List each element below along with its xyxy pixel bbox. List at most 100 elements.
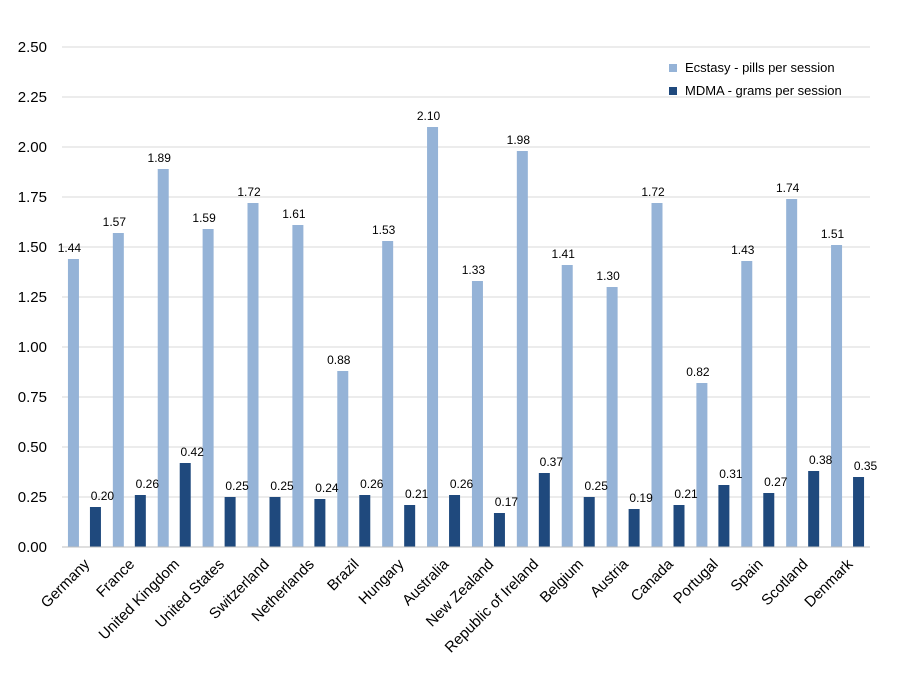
bar-mdma — [134, 495, 146, 547]
legend-label-mdma: MDMA - grams per session — [685, 83, 842, 98]
data-label-mdma: 0.21 — [674, 487, 698, 501]
data-label-ecstasy: 1.30 — [596, 269, 620, 283]
bar-mdma — [89, 507, 101, 547]
y-tick-label: 1.75 — [18, 189, 47, 206]
bar-ecstasy — [831, 245, 843, 547]
bar-ecstasy — [696, 383, 708, 547]
y-tick-label: 2.50 — [18, 39, 47, 56]
bar-mdma — [808, 471, 820, 547]
bar-ecstasy — [67, 259, 79, 547]
bar-mdma — [404, 505, 416, 547]
data-label-ecstasy: 1.33 — [462, 263, 486, 277]
y-tick-label: 0.00 — [18, 539, 47, 556]
y-tick-label: 1.25 — [18, 289, 47, 306]
bar-ecstasy — [427, 127, 439, 547]
data-label-ecstasy: 1.43 — [731, 243, 755, 257]
y-tick-label: 2.00 — [18, 139, 47, 156]
y-tick-label: 0.50 — [18, 439, 47, 456]
data-label-mdma: 0.42 — [181, 445, 205, 459]
y-tick-label: 1.50 — [18, 239, 47, 256]
data-label-mdma: 0.25 — [225, 479, 249, 493]
bar-mdma — [179, 463, 191, 547]
bar-mdma — [269, 497, 281, 547]
legend: Ecstasy - pills per session MDMA - grams… — [669, 60, 842, 98]
data-label-mdma: 0.31 — [719, 467, 743, 481]
data-label-ecstasy: 0.88 — [327, 353, 351, 367]
bar-ecstasy — [247, 203, 259, 547]
legend-swatch-ecstasy — [669, 64, 677, 72]
data-label-ecstasy: 1.53 — [372, 223, 396, 237]
data-label-ecstasy: 1.41 — [552, 247, 576, 261]
x-category-label: Germany — [38, 555, 94, 611]
bar-mdma — [673, 505, 685, 547]
data-label-ecstasy: 1.59 — [192, 211, 216, 225]
x-category-label: Canada — [628, 555, 678, 605]
legend-swatch-mdma — [669, 87, 677, 95]
bar-mdma — [718, 485, 730, 547]
data-label-mdma: 0.25 — [585, 479, 609, 493]
data-label-ecstasy: 1.74 — [776, 181, 800, 195]
x-category-label: Denmark — [801, 555, 856, 610]
data-label-mdma: 0.20 — [91, 489, 115, 503]
data-label-mdma: 0.17 — [495, 495, 519, 509]
data-label-ecstasy: 0.82 — [686, 365, 710, 379]
bar-ecstasy — [561, 265, 573, 547]
data-labels: 1.44 0.20 1.57 0.26 1.89 0.42 1.59 0.25 1.72 0.25… — [58, 109, 878, 509]
y-tick-label: 1.00 — [18, 339, 47, 356]
bar-mdma — [493, 513, 505, 547]
x-category-label: Portugal — [670, 556, 722, 608]
data-label-mdma: 0.26 — [360, 477, 384, 491]
bar-mdma — [538, 473, 550, 547]
data-label-mdma: 0.25 — [270, 479, 294, 493]
data-label-mdma: 0.27 — [764, 475, 788, 489]
data-label-ecstasy: 1.89 — [148, 151, 172, 165]
y-axis-tick-labels: 0.00 0.25 0.50 0.75 1.00 1.25 1.50 1.75 2.00 2.25… — [18, 39, 47, 556]
gridlines — [62, 46, 870, 498]
data-label-ecstasy: 1.72 — [237, 185, 261, 199]
data-label-mdma: 0.38 — [809, 453, 833, 467]
x-category-label: Brazil — [324, 556, 363, 595]
bar-ecstasy — [741, 261, 753, 547]
bar-ecstasy — [786, 199, 798, 547]
x-category-label: Austria — [587, 555, 632, 600]
data-label-ecstasy: 2.10 — [417, 109, 441, 123]
bar-ecstasy — [202, 229, 214, 547]
y-tick-label: 0.75 — [18, 389, 47, 406]
data-label-ecstasy: 1.44 — [58, 241, 82, 255]
bar-ecstasy — [606, 287, 618, 547]
data-label-mdma: 0.21 — [405, 487, 429, 501]
data-label-mdma: 0.26 — [450, 477, 474, 491]
y-tick-label: 0.25 — [18, 489, 47, 506]
bar-mdma — [314, 499, 326, 547]
legend-label-ecstasy: Ecstasy - pills per session — [685, 60, 835, 75]
bar-ecstasy — [382, 241, 394, 547]
data-label-mdma: 0.26 — [136, 477, 160, 491]
x-category-label: United Kingdom — [96, 556, 183, 643]
bar-mdma — [628, 509, 640, 547]
bar-mdma — [763, 493, 775, 547]
bar-ecstasy — [337, 371, 349, 547]
bar-mdma — [583, 497, 595, 547]
bar-ecstasy — [157, 169, 169, 547]
data-label-ecstasy: 1.57 — [103, 215, 127, 229]
bar-ecstasy — [516, 151, 528, 547]
bar-ecstasy — [292, 225, 304, 547]
bar-mdma — [224, 497, 236, 547]
bar-mdma — [359, 495, 371, 547]
bar-ecstasy — [651, 203, 663, 547]
data-label-mdma: 0.37 — [540, 455, 564, 469]
x-category-label: Spain — [727, 556, 766, 595]
data-label-ecstasy: 1.51 — [821, 227, 845, 241]
x-category-label: Hungary — [355, 555, 407, 607]
bars — [67, 127, 865, 547]
bar-mdma — [853, 477, 865, 547]
data-label-ecstasy: 1.72 — [641, 185, 665, 199]
bar-mdma — [449, 495, 461, 547]
bar-ecstasy — [471, 281, 483, 547]
data-label-mdma: 0.19 — [629, 491, 653, 505]
data-label-ecstasy: 1.61 — [282, 207, 306, 221]
x-category-label: Belgium — [537, 556, 587, 606]
